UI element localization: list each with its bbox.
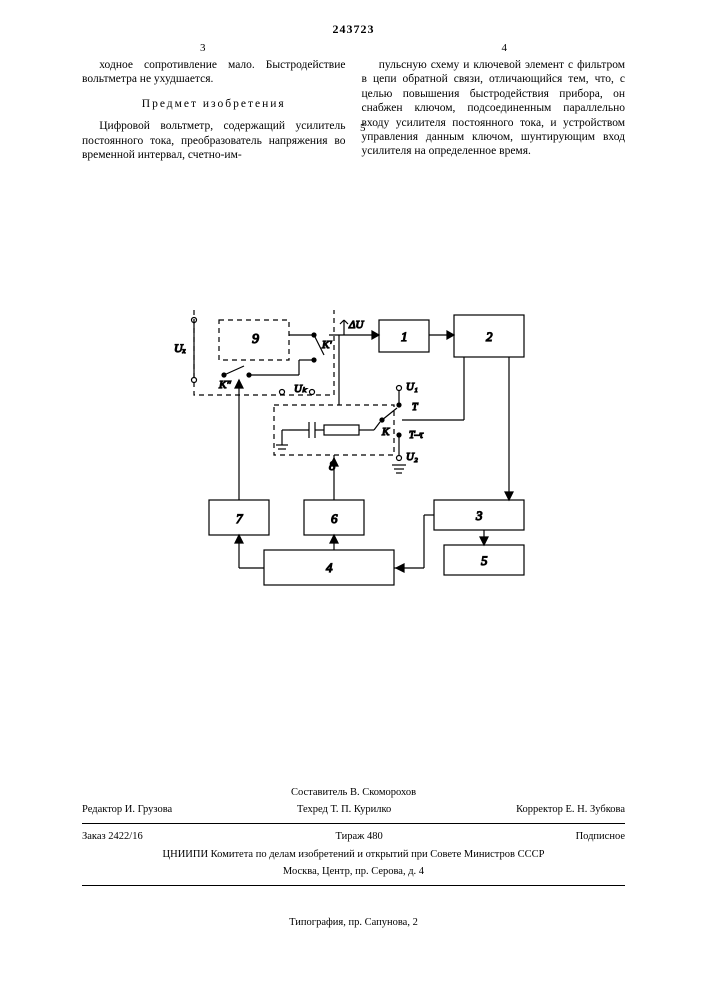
label-u2: U₂ [406,451,418,463]
footer-techred: Техред Т. П. Курилко [297,803,391,817]
right-column: пульсную схему и ключевой элемент с филь… [362,58,626,168]
footer-org: ЦНИИПИ Комитета по делам изобретений и о… [82,846,625,864]
left-column: ходное сопротивление мало. Быстродействи… [82,58,346,168]
footer-typography: Типография, пр. Сапунова, 2 [0,917,707,928]
left-para-2: Цифровой вольтметр, содержащий усилитель… [82,119,346,162]
footer-compiler: Составитель В. Скоморохов [82,784,625,802]
block-3-label: 3 [475,508,483,523]
block-5-label: 5 [481,553,488,568]
label-Tm: T‒τ [409,430,424,441]
right-column-number: 4 [502,42,508,54]
block-4-label: 4 [326,560,333,575]
text-columns: ходное сопротивление мало. Быстродействи… [82,58,625,168]
footer-tirazh: Тираж 480 [335,830,382,844]
block-1-label: 1 [401,329,408,344]
footer-signed: Подписное [576,830,625,844]
diagram-svg: 9 K″ Uₓ K′ [164,280,544,600]
footer-editor: Редактор И. Грузова [82,803,172,817]
left-para-1: ходное сопротивление мало. Быстродействи… [82,58,346,87]
label-k1: K′ [321,339,332,351]
block-6-label: 6 [331,511,338,526]
label-k: K [381,426,390,438]
label-ux: Uₓ [174,341,186,355]
label-k2: K″ [218,379,231,391]
label-uk: Uₖ [294,383,307,395]
block-7-label: 7 [236,511,243,526]
label-u1: U₁ [406,381,418,393]
label-T: T [412,402,419,413]
footer-corrector: Корректор Е. Н. Зубкова [516,803,625,817]
label-du: ΔU [348,319,364,331]
footer-address: Москва, Центр, пр. Серова, д. 4 [82,863,625,881]
page: 243723 3 4 5 ходное сопротивление мало. … [0,0,707,1000]
circuit-diagram: 9 K″ Uₓ K′ [0,280,707,600]
document-number: 243723 [0,22,707,37]
footer-block: Составитель В. Скоморохов Редактор И. Гр… [82,784,625,890]
footer-order: Заказ 2422/16 [82,830,143,844]
section-title: Предмет изобретения [82,97,346,111]
block-2-label: 2 [486,329,493,344]
left-column-number: 3 [200,42,206,54]
block-9-label: 9 [252,332,259,347]
right-para-1: пульсную схему и ключевой элемент с филь… [362,58,626,159]
